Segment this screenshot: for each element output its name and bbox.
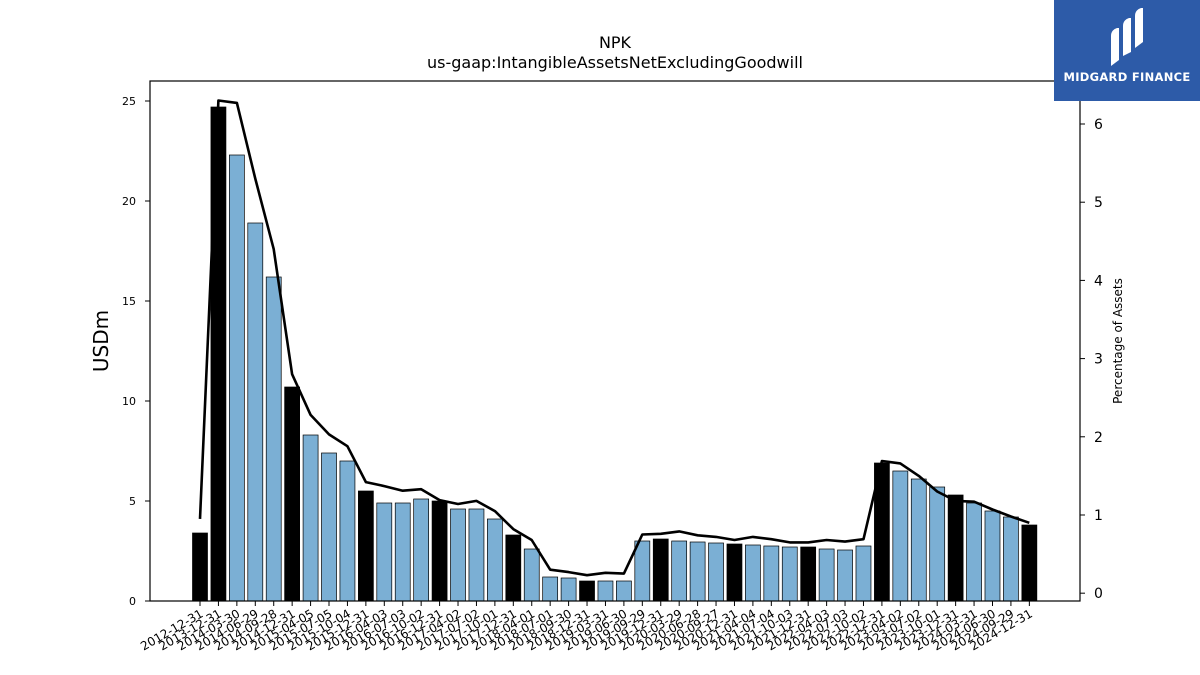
bar-2017-10-01 [487, 518, 503, 602]
bar-2012-12-31 [192, 532, 208, 602]
y-tick-label: 5 [129, 495, 136, 508]
bar-2016-12-31 [431, 500, 448, 602]
bar-2017-04-02 [450, 508, 466, 602]
y-tick-label: 0 [129, 595, 136, 608]
line-group [198, 99, 1030, 577]
bar-2013-03-31 [210, 106, 227, 602]
bar-2022-10-02 [855, 545, 872, 602]
bar-2015-10-04 [339, 460, 356, 602]
bar-2024-09-29 [1003, 516, 1019, 602]
bar-2021-10-03 [781, 546, 798, 602]
bar-2024-12-31 [1021, 524, 1038, 602]
y2-axis-ticks: 0 1 2 3 4 5 6 [1080, 117, 1103, 602]
chart-subtitle: us-gaap:IntangibleAssetsNetExcludingGood… [427, 53, 803, 72]
bar-2020-12-31 [726, 543, 743, 602]
bar-2020-06-28 [689, 541, 706, 602]
bar-2024-06-30 [984, 510, 1001, 602]
bar-group [192, 106, 1038, 602]
y-tick-label: 25 [122, 95, 136, 108]
percentage-line [198, 99, 1030, 577]
bar-2017-12-31 [505, 534, 522, 602]
y-tick-label: 10 [122, 395, 136, 408]
y2-axis-label: Percentage of Assets [1111, 278, 1125, 404]
bar-2019-09-29 [634, 540, 651, 602]
bar-2019-12-31 [652, 538, 669, 602]
bar-2018-04-01 [523, 548, 540, 602]
bar-2017-07-02 [468, 508, 485, 602]
bar-2023-12-31 [947, 494, 964, 602]
y-axis-ticks: 0 5 10 15 20 25 [122, 95, 150, 608]
bar-2016-10-02 [413, 498, 430, 602]
bar-2019-06-30 [616, 580, 632, 602]
bar-2023-04-02 [892, 470, 909, 602]
bar-2023-10-01 [929, 486, 946, 602]
chart-title: NPK [599, 33, 632, 52]
bar-2021-04-04 [745, 544, 761, 602]
x-axis-ticks: 2012-12-312013-12-312014-03-302014-06-29… [138, 601, 1035, 653]
y-tick-label: 15 [122, 295, 136, 308]
bar-2015-12-31 [358, 490, 374, 602]
bar-2020-03-29 [671, 540, 688, 602]
plot-frame [149, 80, 1081, 602]
y2-tick-label: 3 [1094, 352, 1103, 368]
bar-2016-07-03 [394, 502, 411, 602]
bar-2013-12-28 [265, 276, 282, 602]
bar-2020-09-27 [708, 542, 724, 602]
bar-2023-07-02 [910, 478, 927, 602]
y2-tick-label: 1 [1094, 508, 1103, 524]
midgard-logo: MIDGARD FINANCE [1054, 0, 1200, 101]
bar-2014-12-31 [284, 386, 300, 602]
bar-2018-09-30 [560, 577, 577, 602]
bar-2016-04-03 [376, 502, 393, 602]
bar-2018-12-31 [579, 580, 595, 602]
y2-tick-label: 4 [1094, 273, 1103, 289]
bar-2019-03-31 [597, 580, 614, 602]
y2-tick-label: 2 [1094, 430, 1103, 446]
bar-2022-04-03 [818, 548, 835, 602]
bar-2018-07-01 [542, 576, 559, 602]
y2-tick-label: 5 [1094, 195, 1103, 211]
y-axis-label: USDm [89, 310, 113, 372]
bar-2015-07-05 [321, 452, 337, 602]
bar-2024-03-31 [966, 502, 982, 602]
bar-2021-12-31 [800, 546, 817, 602]
y-tick-label: 20 [122, 195, 136, 208]
logo-text: MIDGARD FINANCE [1063, 70, 1191, 84]
bar-2013-06-30 [229, 154, 245, 602]
bar-2022-07-03 [837, 549, 853, 602]
bar-2013-09-29 [247, 222, 264, 602]
bar-2015-04-05 [302, 434, 319, 602]
y2-tick-label: 6 [1094, 117, 1103, 133]
midgard-logo-icon [1111, 8, 1143, 66]
bar-2021-07-04 [763, 545, 780, 602]
y2-tick-label: 0 [1094, 586, 1103, 602]
